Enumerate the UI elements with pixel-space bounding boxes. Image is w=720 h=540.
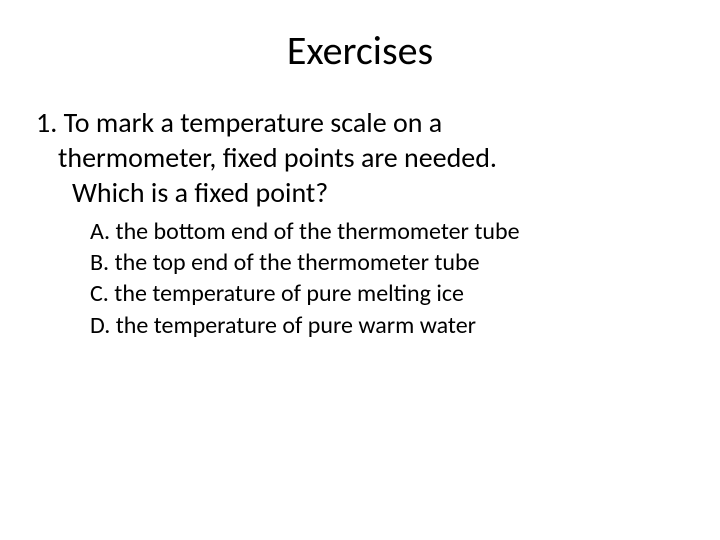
question-line-3: Which is a fixed point? [36, 175, 684, 210]
option-label: A. [90, 217, 110, 246]
option-text: the top end of the thermometer tube [115, 248, 480, 277]
page-title: Exercises [0, 0, 720, 105]
option-label: B. [90, 248, 109, 277]
question-line-1: 1. To mark a temperature scale on a [36, 105, 684, 140]
option-c: C. the temperature of pure melting ice [90, 278, 684, 309]
options-list: A. the bottom end of the thermometer tub… [36, 210, 684, 341]
option-label: D. [90, 311, 110, 340]
option-text: the bottom end of the thermometer tube [116, 217, 520, 246]
question-number: 1. [36, 105, 57, 140]
option-d: D. the temperature of pure warm water [90, 310, 684, 341]
option-text: the temperature of pure melting ice [114, 279, 464, 308]
question-line-2: thermometer, fixed points are needed. [36, 140, 684, 175]
option-a: A. the bottom end of the thermometer tub… [90, 216, 684, 247]
content-area: 1. To mark a temperature scale on a ther… [0, 105, 720, 341]
question-block: 1. To mark a temperature scale on a ther… [36, 105, 684, 210]
option-b: B. the top end of the thermometer tube [90, 247, 684, 278]
option-text: the temperature of pure warm water [116, 311, 476, 340]
option-label: C. [90, 279, 109, 308]
question-text-1: To mark a temperature scale on a [64, 105, 443, 140]
